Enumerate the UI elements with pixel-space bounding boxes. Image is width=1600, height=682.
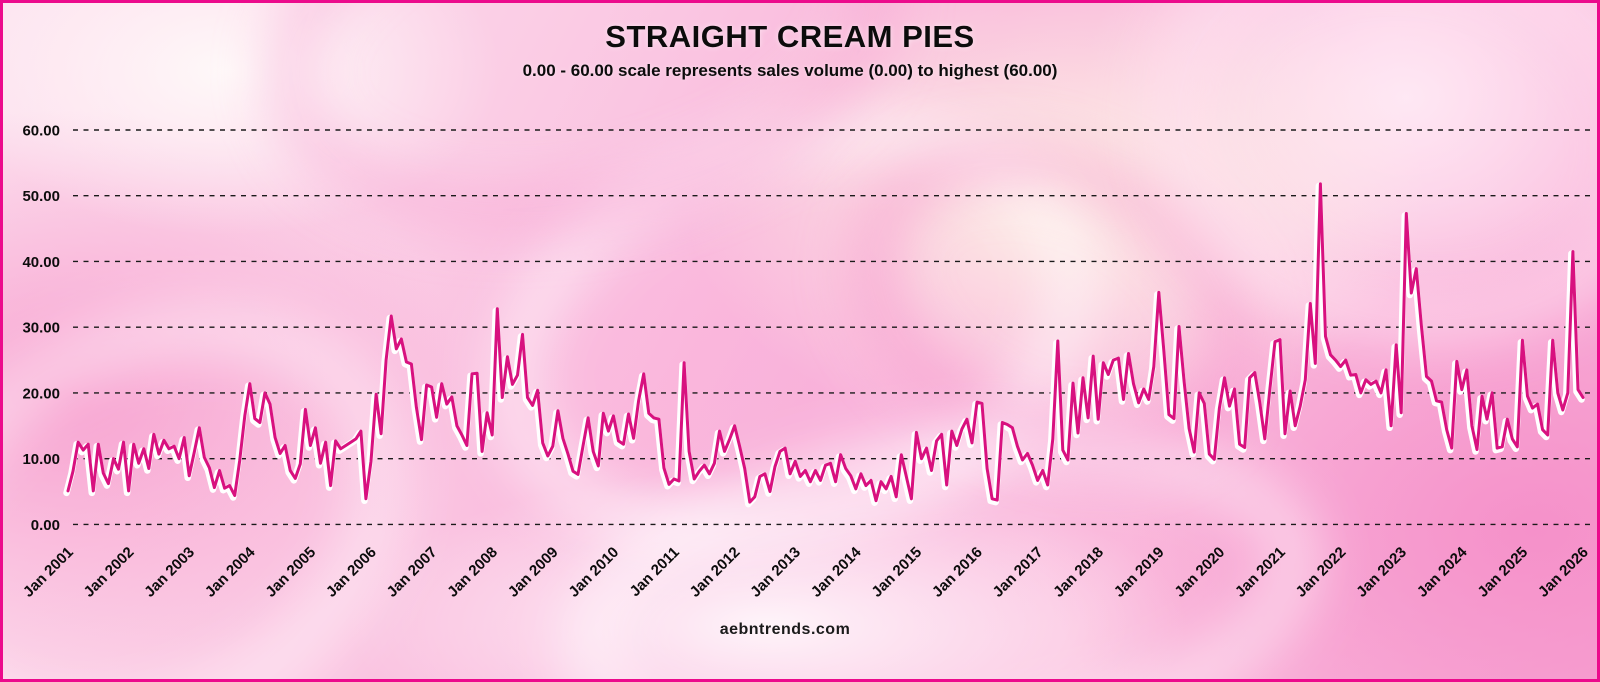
x-axis-tick-label: Jan 2002	[81, 544, 138, 601]
x-axis-tick-label: Jan 2010	[565, 544, 622, 601]
x-axis-tick-label: Jan 2016	[929, 544, 986, 601]
x-axis-tick-label: Jan 2007	[384, 544, 441, 601]
y-axis-tick-label: 20.00	[22, 385, 60, 402]
chart-title: STRAIGHT CREAM PIES	[605, 19, 975, 54]
trend-line-halo	[63, 182, 1585, 508]
x-axis-tick-label: Jan 2001	[20, 544, 77, 601]
y-axis-tick-label: 30.00	[22, 320, 60, 337]
x-axis-tick-label: Jan 2023	[1353, 544, 1410, 601]
y-axis-tick-label: 60.00	[22, 123, 60, 140]
chart-subtitle: 0.00 - 60.00 scale represents sales volu…	[522, 61, 1058, 80]
x-axis-tick-label: Jan 2024	[1414, 543, 1471, 600]
watermark-text: aebntrends.com	[719, 621, 851, 638]
x-axis-tick-label: Jan 2013	[747, 544, 804, 601]
trend-line	[66, 182, 1585, 504]
y-axis-tick-label: 40.00	[22, 254, 60, 271]
x-axis-tick-label: Jan 2015	[868, 544, 925, 601]
x-axis-tick-label: Jan 2008	[444, 544, 501, 601]
y-axis-tick-label: 0.00	[31, 517, 60, 534]
x-axis-tick-label: Jan 2009	[505, 544, 562, 601]
x-axis-tick-label: Jan 2005	[262, 544, 319, 601]
x-axis-tick-label: Jan 2006	[323, 544, 380, 601]
title-block: STRAIGHT CREAM PIES 0.00 - 60.00 scale r…	[3, 19, 1577, 81]
x-axis-tick-label: Jan 2018	[1050, 544, 1107, 601]
x-axis-tick-label: Jan 2019	[1111, 544, 1168, 601]
y-axis-tick-label: 10.00	[22, 451, 60, 468]
y-axis-tick-label: 50.00	[22, 188, 60, 205]
x-axis-tick-label: Jan 2020	[1171, 544, 1228, 601]
x-axis-tick-label: Jan 2004	[202, 543, 259, 600]
x-axis-tick-label: Jan 2011	[627, 544, 683, 600]
x-axis-tick-label: Jan 2025	[1474, 544, 1531, 601]
x-axis-tick-label: Jan 2026	[1535, 544, 1592, 601]
line-chart: 60.00 50.00 40.00 30.00 20.00 10.00 0.00 Jan 20…	[20, 123, 1592, 601]
x-axis-tick-label: Jan 2003	[141, 544, 198, 601]
x-axis-tick-label: Jan 2017	[990, 544, 1047, 601]
x-axis-tick-label: Jan 2014	[808, 543, 865, 600]
x-axis-tick-label: Jan 2022	[1293, 544, 1350, 601]
x-axis-tick-label: Jan 2021	[1232, 544, 1289, 601]
x-axis-tick-label: Jan 2012	[687, 544, 744, 601]
